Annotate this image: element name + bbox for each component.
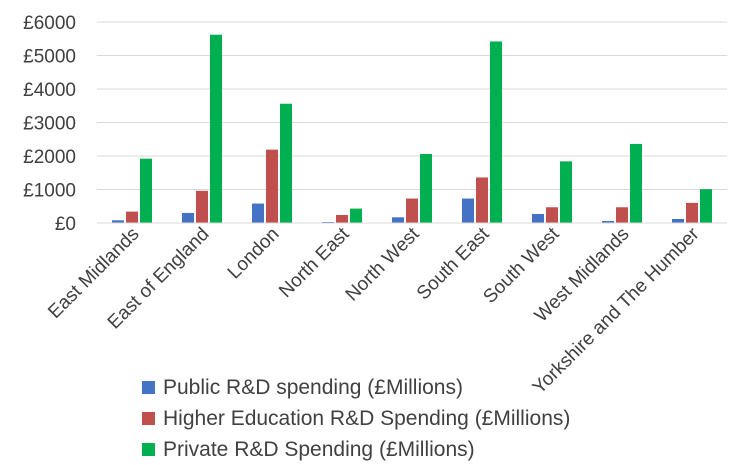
bar: [672, 218, 684, 223]
bar: [126, 211, 138, 223]
gridlines: [97, 21, 727, 190]
y-tick-label: £6000: [23, 13, 76, 34]
bar: [546, 207, 558, 223]
bar: [210, 34, 222, 224]
bar: [616, 207, 628, 223]
y-tick-label: £1000: [23, 181, 76, 202]
bar: [476, 177, 488, 223]
y-tick-label: £4000: [23, 80, 76, 101]
legend-label-public: Public R&D spending (£Millions): [163, 375, 463, 399]
legend-swatch-public: [142, 381, 155, 394]
legend-item-public: Public R&D spending (£Millions): [142, 372, 570, 403]
bar: [196, 190, 208, 223]
bar: [350, 208, 362, 223]
bar: [336, 214, 348, 223]
bar: [140, 158, 152, 223]
y-tick-label: £3000: [23, 114, 76, 135]
legend-label-higher-education: Higher Education R&D Spending (£Millions…: [163, 406, 571, 430]
bar: [630, 143, 642, 223]
bar: [700, 189, 712, 223]
legend-label-private: Private R&D Spending (£Millions): [163, 437, 475, 461]
legend-item-private: Private R&D Spending (£Millions): [142, 434, 570, 465]
bar: [252, 203, 264, 223]
bar: [392, 217, 404, 223]
bars: [112, 34, 712, 224]
bar: [322, 221, 334, 223]
bar: [280, 103, 292, 223]
bar: [266, 149, 278, 223]
bar: [686, 202, 698, 223]
bar: [560, 161, 572, 223]
bar: [602, 220, 614, 223]
legend-swatch-higher-education: [142, 412, 155, 425]
bar: [420, 153, 432, 223]
legend-item-higher-education: Higher Education R&D Spending (£Millions…: [142, 403, 570, 434]
y-tick-label: £5000: [23, 47, 76, 68]
bar: [406, 198, 418, 223]
bar: [532, 213, 544, 223]
bar: [112, 220, 124, 223]
bar: [182, 212, 194, 223]
y-axis-tick-labels: £0 £1000 £2000 £3000 £4000 £5000 £6000: [23, 13, 76, 235]
x-category-label: North West: [342, 223, 424, 305]
legend: Public R&D spending (£Millions) Higher E…: [142, 372, 570, 465]
bar: [462, 198, 474, 223]
x-category-label: London: [224, 224, 284, 284]
y-tick-label: £0: [55, 214, 76, 235]
bar: [490, 41, 502, 224]
y-tick-label: £2000: [23, 147, 76, 168]
legend-swatch-private: [142, 443, 155, 456]
